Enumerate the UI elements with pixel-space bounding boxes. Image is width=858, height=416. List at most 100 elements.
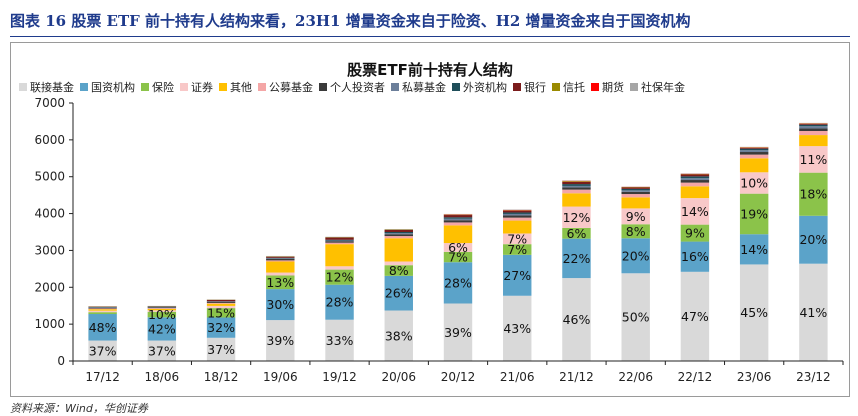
bar-9-9 (621, 187, 649, 188)
bar-4-9 (325, 238, 353, 240)
data-label-30: 20% (622, 248, 650, 263)
bar-9-4 (621, 197, 649, 208)
data-label-3: 42% (148, 321, 176, 336)
data-label-0: 37% (89, 343, 117, 358)
y-tick-label-6: 6000 (34, 133, 65, 147)
legend-swatch-9 (513, 83, 521, 91)
bar-8-8 (562, 184, 590, 186)
data-label-44: 11% (799, 152, 827, 167)
data-label-42: 20% (799, 232, 827, 247)
bar-3-6 (266, 259, 294, 260)
legend-label-4: 其他 (230, 81, 252, 94)
legend-label-7: 私募基金 (402, 80, 446, 94)
y-tick-label-3: 3000 (34, 243, 65, 257)
x-tick-label-9: 22/06 (618, 370, 653, 384)
legend-swatch-1 (80, 83, 88, 91)
bar-8-4 (562, 193, 590, 206)
bar-4-6 (325, 241, 353, 242)
x-tick-label-1: 18/06 (145, 370, 180, 384)
x-tick-label-4: 19/12 (322, 370, 357, 384)
legend-swatch-10 (552, 83, 560, 91)
legend-label-3: 证券 (191, 80, 213, 94)
legend-label-0: 联接基金 (30, 80, 74, 94)
data-label-16: 8% (389, 263, 409, 278)
data-label-14: 38% (385, 328, 413, 343)
bar-3-9 (266, 257, 294, 258)
data-label-8: 39% (266, 333, 294, 348)
bar-12-8 (799, 125, 827, 126)
source-note: 资料来源：Wind，华创证券 (10, 400, 148, 416)
legend-label-2: 保险 (152, 80, 174, 94)
data-label-27: 6% (567, 226, 587, 241)
x-tick-label-8: 21/12 (559, 370, 594, 384)
data-label-35: 9% (685, 226, 705, 241)
legend-swatch-2 (141, 83, 149, 91)
y-tick-label-4: 4000 (34, 207, 65, 221)
x-tick-label-11: 23/06 (737, 370, 772, 384)
x-tick-label-10: 22/12 (678, 370, 713, 384)
bar-12-4 (799, 135, 827, 146)
legend-swatch-8 (452, 83, 460, 91)
data-label-37: 45% (740, 305, 768, 320)
chart-title: 股票ETF前十持有人结构 (347, 61, 513, 79)
bar-10-4 (681, 186, 709, 198)
bar-8-5 (562, 190, 590, 194)
data-label-29: 50% (622, 310, 650, 325)
bar-4-5 (325, 243, 353, 244)
data-label-41: 41% (799, 305, 827, 320)
bar-12-6 (799, 128, 827, 131)
x-tick-label-3: 19/06 (263, 370, 298, 384)
legend-label-1: 国资机构 (91, 80, 135, 94)
stacked-bar-chart: 股票ETF前十持有人结构 联接基金 国资机构 保险 证券 其他 公募基金 个人投资者 私募基金… (11, 43, 849, 396)
legend-swatch-11 (591, 83, 599, 91)
legend-label-6: 个人投资者 (330, 80, 385, 94)
legend-swatch-12 (630, 83, 638, 91)
bar-6-8 (444, 217, 472, 218)
data-label-5: 37% (207, 342, 235, 357)
bar-9-8 (621, 189, 649, 190)
legend-swatch-6 (319, 83, 327, 91)
data-label-24: 7% (507, 231, 527, 246)
bar-11-9 (740, 148, 768, 149)
legend-label-12: 社保年金 (641, 80, 685, 94)
y-tick-label-1: 1000 (34, 317, 65, 331)
bar-2-6 (207, 302, 235, 303)
bar-10-7 (681, 178, 709, 180)
data-label-36: 14% (681, 204, 709, 219)
figure-header: 图表 16 股票 ETF 前十持有人结构来看，23H1 增量资金来自于险资、H2… (0, 0, 858, 40)
data-label-10: 13% (266, 275, 294, 290)
data-label-18: 28% (444, 275, 472, 290)
data-label-43: 18% (799, 187, 827, 202)
x-tick-label-6: 20/12 (441, 370, 476, 384)
bar-7-8 (503, 212, 531, 213)
figure-title: 图表 16 股票 ETF 前十持有人结构来看，23H1 增量资金来自于险资、H2… (10, 10, 691, 31)
bar-12-7 (799, 126, 827, 128)
x-tick-label-5: 20/06 (381, 370, 416, 384)
y-tick-label-5: 5000 (34, 170, 65, 184)
bar-7-6 (503, 215, 531, 217)
data-label-39: 19% (740, 206, 768, 221)
legend-label-9: 银行 (524, 80, 546, 94)
x-tick-label-0: 17/12 (85, 370, 120, 384)
data-label-6: 32% (207, 320, 235, 335)
bar-3-4 (266, 261, 294, 272)
bar-4-8 (325, 240, 353, 241)
bar-6-5 (444, 222, 472, 225)
bar-4-7 (325, 240, 353, 241)
bar-5-6 (385, 234, 413, 236)
y-tick-label-0: 0 (57, 354, 65, 368)
bar-3-8 (266, 258, 294, 259)
title-underline (10, 36, 850, 37)
data-label-17: 39% (444, 325, 472, 340)
bar-9-6 (621, 192, 649, 194)
legend-label-5: 公募基金 (269, 80, 313, 94)
data-label-15: 26% (385, 286, 413, 301)
legend: 联接基金国资机构保险证券其他公募基金个人投资者私募基金外资机构银行信托期货社保年… (19, 80, 685, 94)
bar-10-9 (681, 175, 709, 177)
bar-2-5 (207, 303, 235, 304)
bar-10-6 (681, 180, 709, 183)
bar-6-6 (444, 220, 472, 222)
bar-7-7 (503, 214, 531, 215)
